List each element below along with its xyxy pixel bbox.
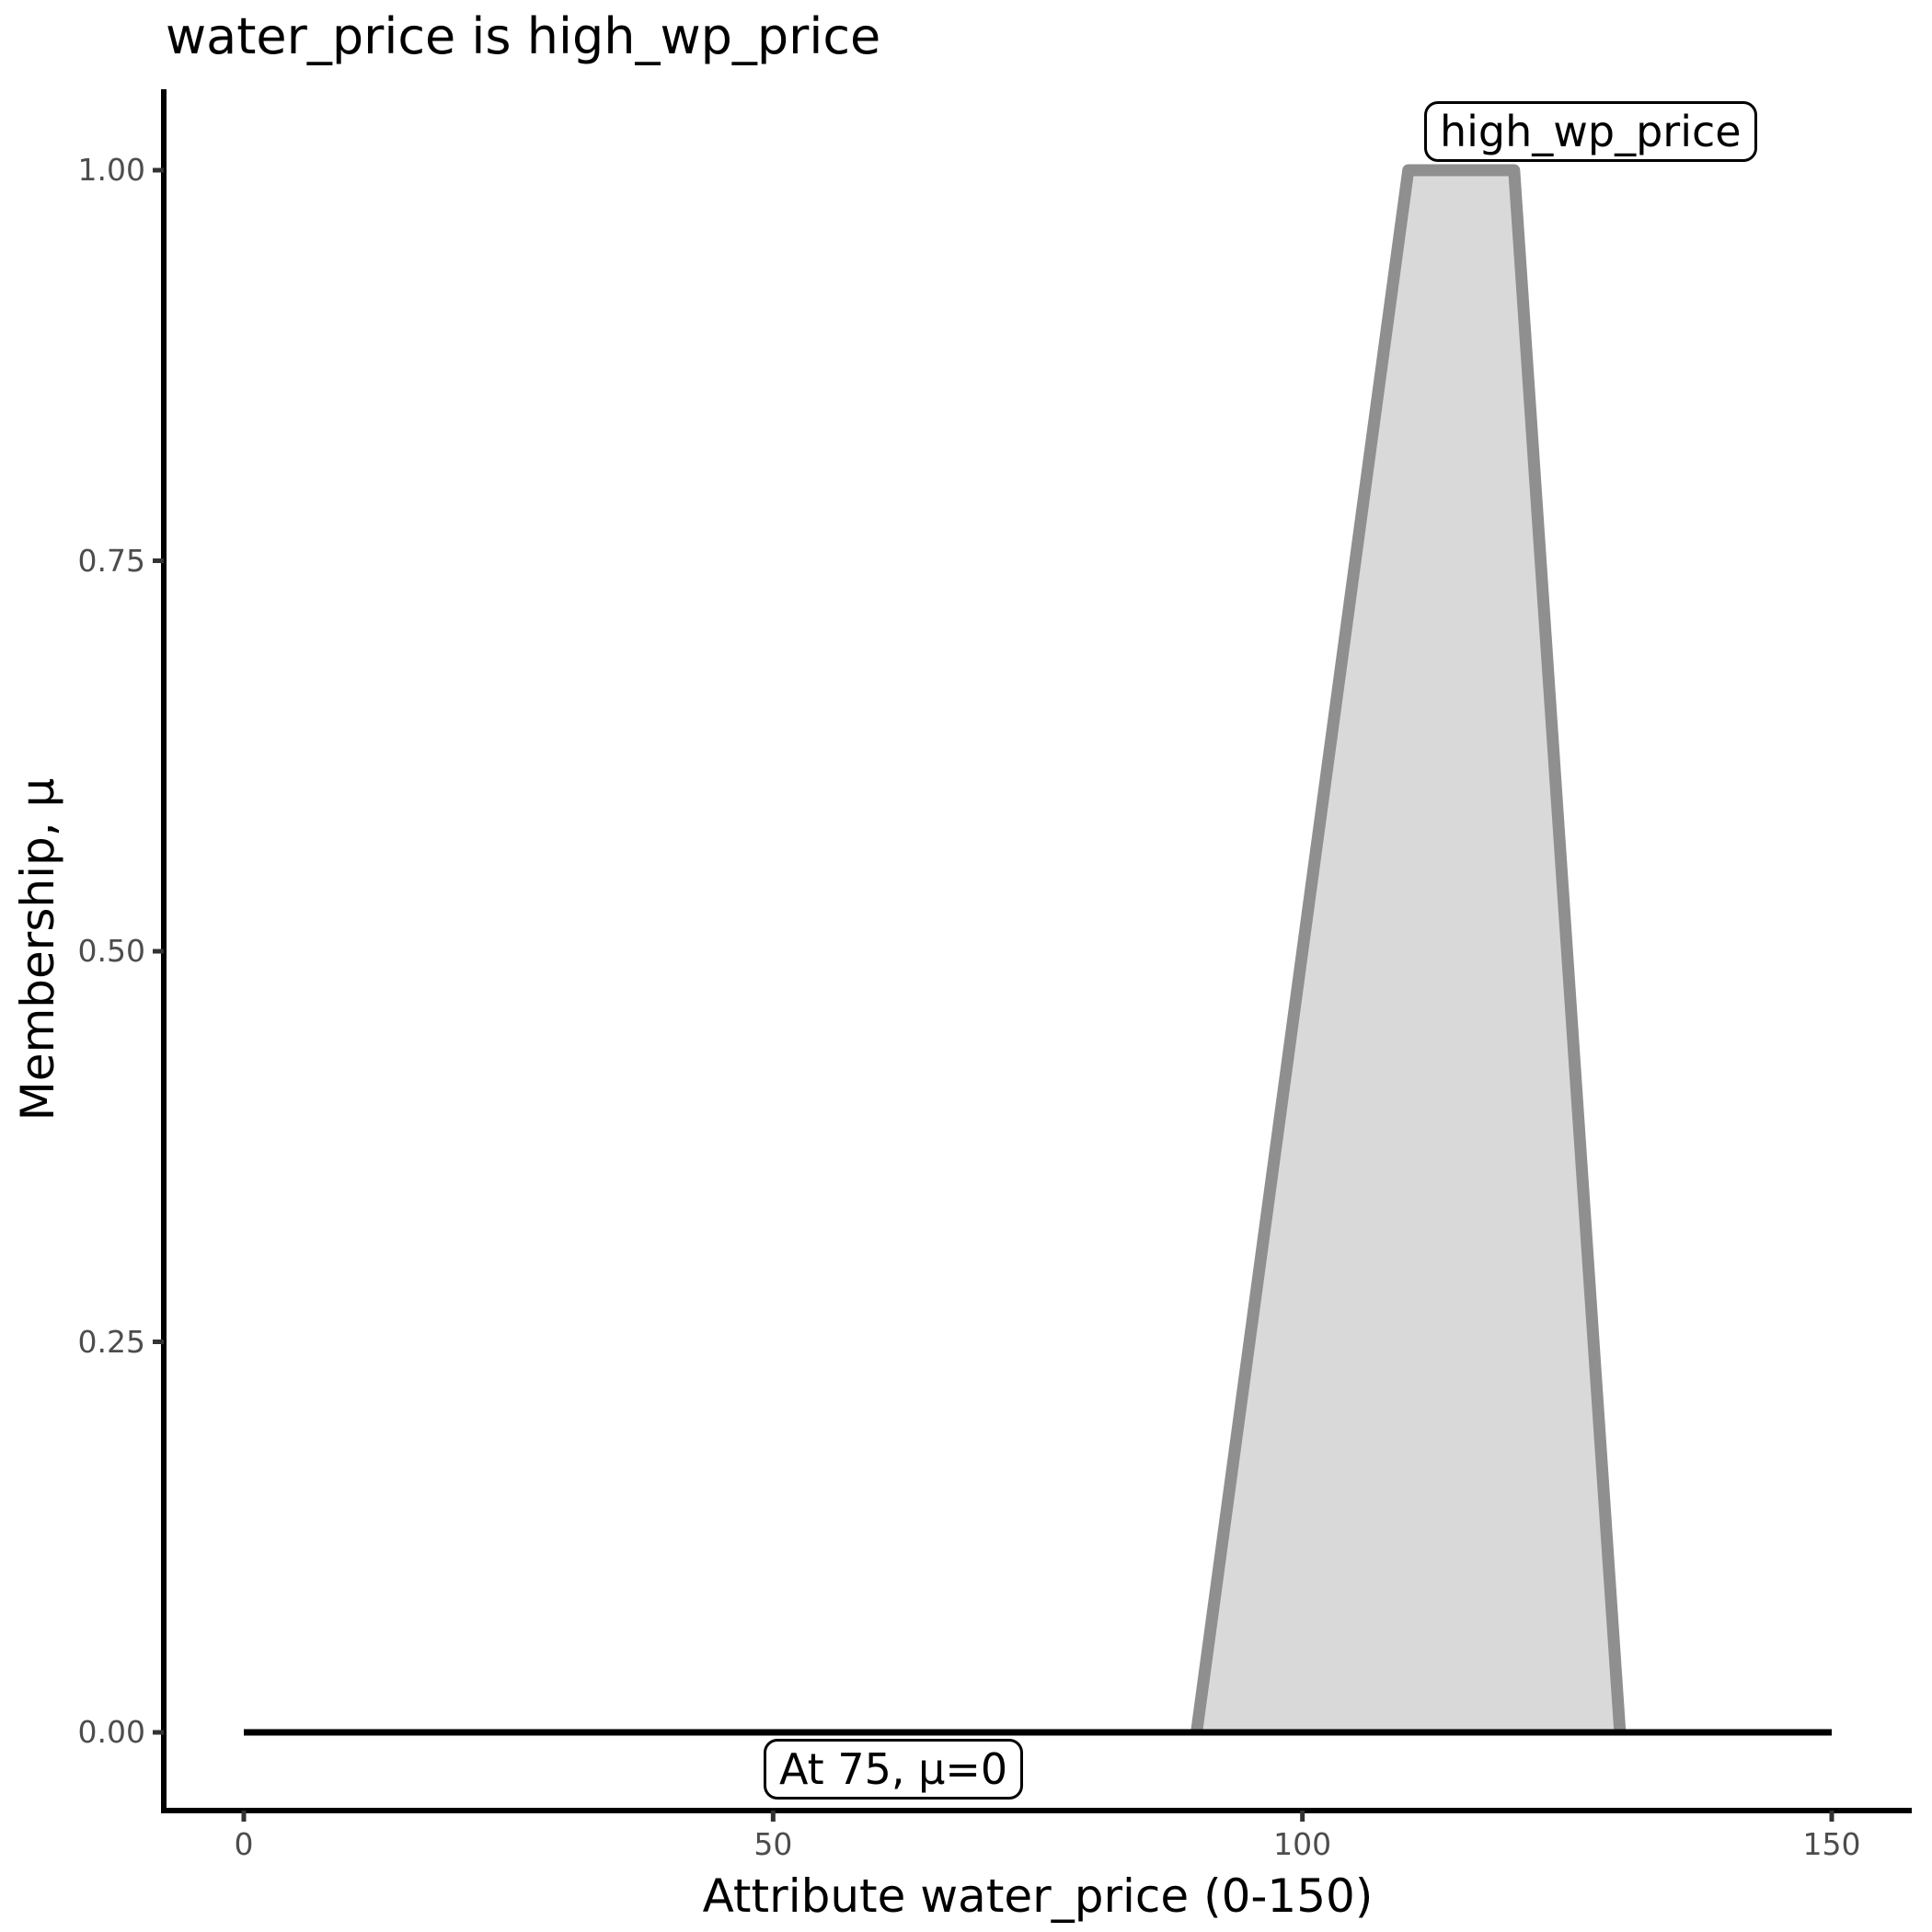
chart-title: water_price is high_wp_price xyxy=(166,7,881,65)
x-tick-label: 100 xyxy=(1273,1826,1332,1862)
evaluation-label: At 75, μ=0 xyxy=(764,1739,1024,1800)
y-tick-label: 1.00 xyxy=(77,152,145,188)
evaluation-label-text: At 75, μ=0 xyxy=(779,1744,1008,1794)
y-tick-label: 0.25 xyxy=(77,1323,145,1360)
y-tick-label: 0.75 xyxy=(77,542,145,579)
y-tick-label: 0.00 xyxy=(77,1714,145,1750)
x-tick-label: 150 xyxy=(1802,1826,1861,1862)
x-tick-label: 50 xyxy=(753,1826,793,1862)
membership-area-high_wp_price xyxy=(1190,164,1627,1733)
fuzzy-set-label-text: high_wp_price xyxy=(1440,107,1742,156)
x-tick-label: 0 xyxy=(234,1826,254,1862)
x-axis-title: Attribute water_price (0-150) xyxy=(702,1869,1374,1923)
y-tick-label: 0.50 xyxy=(77,933,145,969)
fuzzy-set-label: high_wp_price xyxy=(1424,101,1757,162)
